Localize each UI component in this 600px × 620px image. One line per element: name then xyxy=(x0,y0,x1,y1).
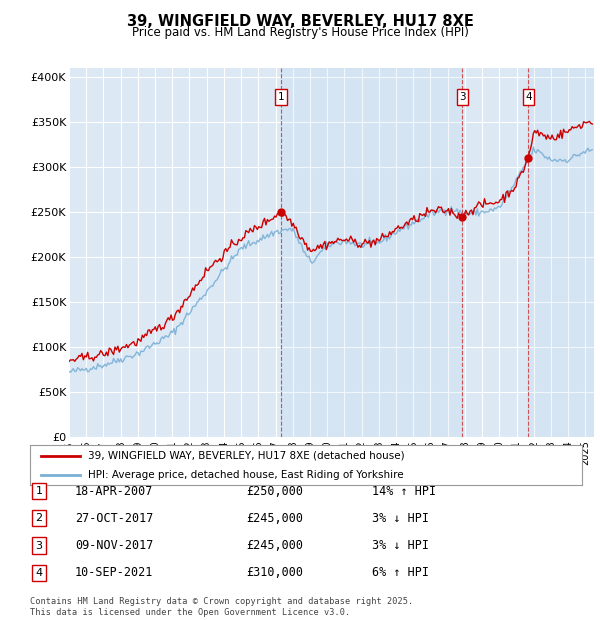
Text: Price paid vs. HM Land Registry's House Price Index (HPI): Price paid vs. HM Land Registry's House … xyxy=(131,26,469,38)
Text: £310,000: £310,000 xyxy=(246,567,303,579)
Text: 3% ↓ HPI: 3% ↓ HPI xyxy=(372,539,429,552)
Text: 6% ↑ HPI: 6% ↑ HPI xyxy=(372,567,429,579)
Bar xyxy=(281,68,463,437)
Text: 4: 4 xyxy=(525,92,532,102)
Text: 3: 3 xyxy=(459,92,466,102)
Text: 10-SEP-2021: 10-SEP-2021 xyxy=(75,567,154,579)
Text: Contains HM Land Registry data © Crown copyright and database right 2025.
This d: Contains HM Land Registry data © Crown c… xyxy=(30,598,413,617)
Text: £245,000: £245,000 xyxy=(246,539,303,552)
Text: 27-OCT-2017: 27-OCT-2017 xyxy=(75,512,154,525)
Text: 1: 1 xyxy=(35,486,43,496)
Text: £250,000: £250,000 xyxy=(246,485,303,497)
Text: £245,000: £245,000 xyxy=(246,512,303,525)
Bar xyxy=(529,68,594,437)
Text: HPI: Average price, detached house, East Riding of Yorkshire: HPI: Average price, detached house, East… xyxy=(88,470,404,480)
Text: 39, WINGFIELD WAY, BEVERLEY, HU17 8XE: 39, WINGFIELD WAY, BEVERLEY, HU17 8XE xyxy=(127,14,473,29)
Text: 09-NOV-2017: 09-NOV-2017 xyxy=(75,539,154,552)
Text: 18-APR-2007: 18-APR-2007 xyxy=(75,485,154,497)
Text: 3: 3 xyxy=(35,541,43,551)
Text: 4: 4 xyxy=(35,568,43,578)
Text: 1: 1 xyxy=(277,92,284,102)
Text: 2: 2 xyxy=(35,513,43,523)
Text: 14% ↑ HPI: 14% ↑ HPI xyxy=(372,485,436,497)
Text: 39, WINGFIELD WAY, BEVERLEY, HU17 8XE (detached house): 39, WINGFIELD WAY, BEVERLEY, HU17 8XE (d… xyxy=(88,451,404,461)
Text: 3% ↓ HPI: 3% ↓ HPI xyxy=(372,512,429,525)
